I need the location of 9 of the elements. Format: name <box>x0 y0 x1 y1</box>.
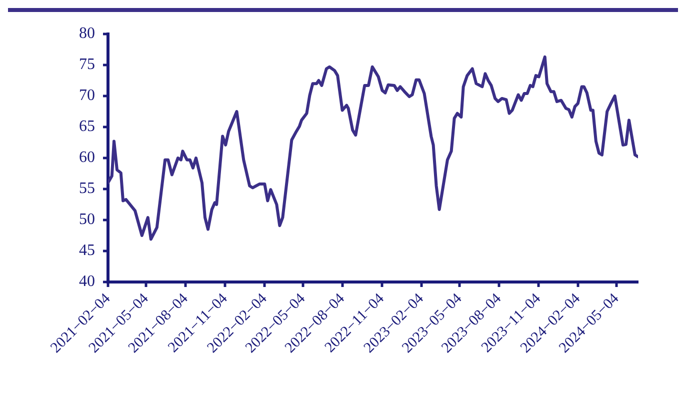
y-tick-label: 60 <box>79 149 95 166</box>
y-tick-label: 70 <box>79 87 95 104</box>
y-tick-label: 55 <box>79 180 95 198</box>
y-tick-label: 65 <box>79 118 95 136</box>
y-tick-label: 45 <box>79 242 95 260</box>
y-tick-label: 40 <box>79 273 95 290</box>
y-tick-label: 75 <box>79 56 95 74</box>
y-tick-label: 50 <box>79 211 95 228</box>
y-tick-label: 80 <box>79 25 95 42</box>
